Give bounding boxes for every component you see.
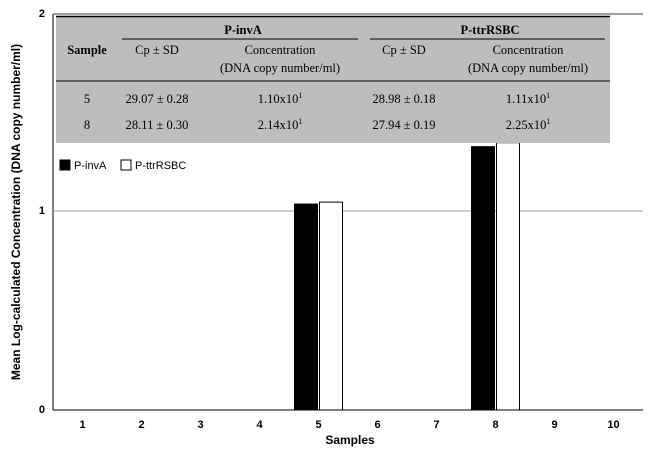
x-tick-label: 10 xyxy=(607,419,619,431)
table-cell-cp: 28.98 ± 0.18 xyxy=(372,92,435,106)
x-axis-title: Samples xyxy=(325,433,375,447)
y-axis-title: Mean Log-calculated Concentration (DNA c… xyxy=(9,44,23,380)
table-cell-sample: 8 xyxy=(84,118,90,132)
x-tick-label: 7 xyxy=(433,419,439,431)
legend-swatch-p-ttrrsbc xyxy=(120,159,132,171)
legend-label-p-inva: P-invA xyxy=(74,160,107,172)
bar-p-ttrrsbc-sample-8 xyxy=(496,142,520,411)
table-cell-concentration: 1.11x101 xyxy=(506,91,550,106)
x-tick-label: 5 xyxy=(315,419,321,431)
bar-p-inva-sample-8 xyxy=(471,146,495,411)
x-tick-label: 4 xyxy=(256,419,263,431)
table-cell-cp: 29.07 ± 0.28 xyxy=(125,92,188,106)
table-group-title-p-ttrrsbc: P-ttrRSBC xyxy=(460,23,519,37)
table-cell-concentration: 1.10x101 xyxy=(258,91,303,106)
bar-p-ttrrsbc-sample-5 xyxy=(319,201,343,411)
x-tick-label: 8 xyxy=(492,419,498,431)
bars-group xyxy=(294,142,520,411)
y-tick-label: 2 xyxy=(39,8,45,20)
legend-swatch-p-inva xyxy=(59,159,71,171)
x-ticks-group: 1 2 3 4 5 6 7 8 9 10 xyxy=(79,419,619,431)
bar-p-inva-sample-5 xyxy=(294,203,318,411)
table-header-concentration-unit: (DNA copy number/ml) xyxy=(220,61,340,75)
table-group-title-p-inva: P-invA xyxy=(224,23,262,37)
table-header-cp: Cp ± SD xyxy=(135,43,179,57)
table-header-concentration: Concentration xyxy=(493,43,565,57)
table-cell-cp: 28.11 ± 0.30 xyxy=(126,118,189,132)
x-tick-label: 3 xyxy=(197,419,203,431)
table-header-concentration: Concentration xyxy=(245,43,317,57)
x-tick-label: 9 xyxy=(551,419,557,431)
table-cell-concentration: 2.14x101 xyxy=(258,117,303,132)
data-table: P-invA P-ttrRSBC Sample Cp ± SD Concentr… xyxy=(56,15,610,143)
legend-label-p-ttrrsbc: P-ttrRSBC xyxy=(135,160,186,172)
table-cell-sample: 5 xyxy=(84,92,90,106)
x-tick-label: 6 xyxy=(374,419,380,431)
table-header-cp: Cp ± SD xyxy=(382,43,426,57)
table-header-sample: Sample xyxy=(67,43,107,57)
legend: P-invA P-ttrRSBC xyxy=(59,159,186,172)
table-cell-concentration: 2.25x101 xyxy=(506,117,551,132)
x-tick-label: 2 xyxy=(138,419,144,431)
table-background xyxy=(56,16,610,143)
table-header-concentration-unit: (DNA copy number/ml) xyxy=(468,61,588,75)
x-tick-label: 1 xyxy=(79,419,85,431)
table-cell-cp: 27.94 ± 0.19 xyxy=(372,118,435,132)
y-tick-label: 0 xyxy=(39,404,45,416)
plot-area xyxy=(52,13,643,411)
y-tick-label: 1 xyxy=(39,205,45,217)
